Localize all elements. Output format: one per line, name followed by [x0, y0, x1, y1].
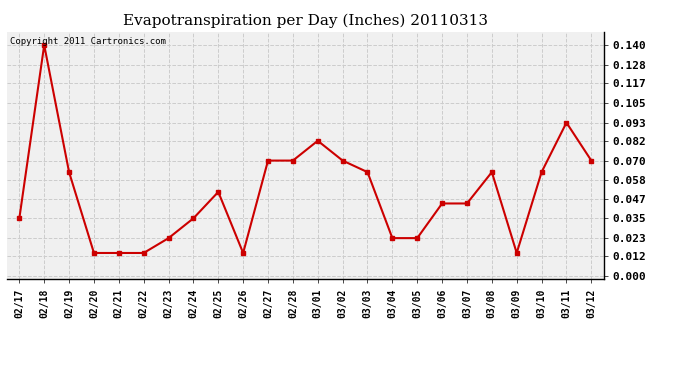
Title: Evapotranspiration per Day (Inches) 20110313: Evapotranspiration per Day (Inches) 2011…	[123, 13, 488, 28]
Text: Copyright 2011 Cartronics.com: Copyright 2011 Cartronics.com	[10, 37, 166, 46]
